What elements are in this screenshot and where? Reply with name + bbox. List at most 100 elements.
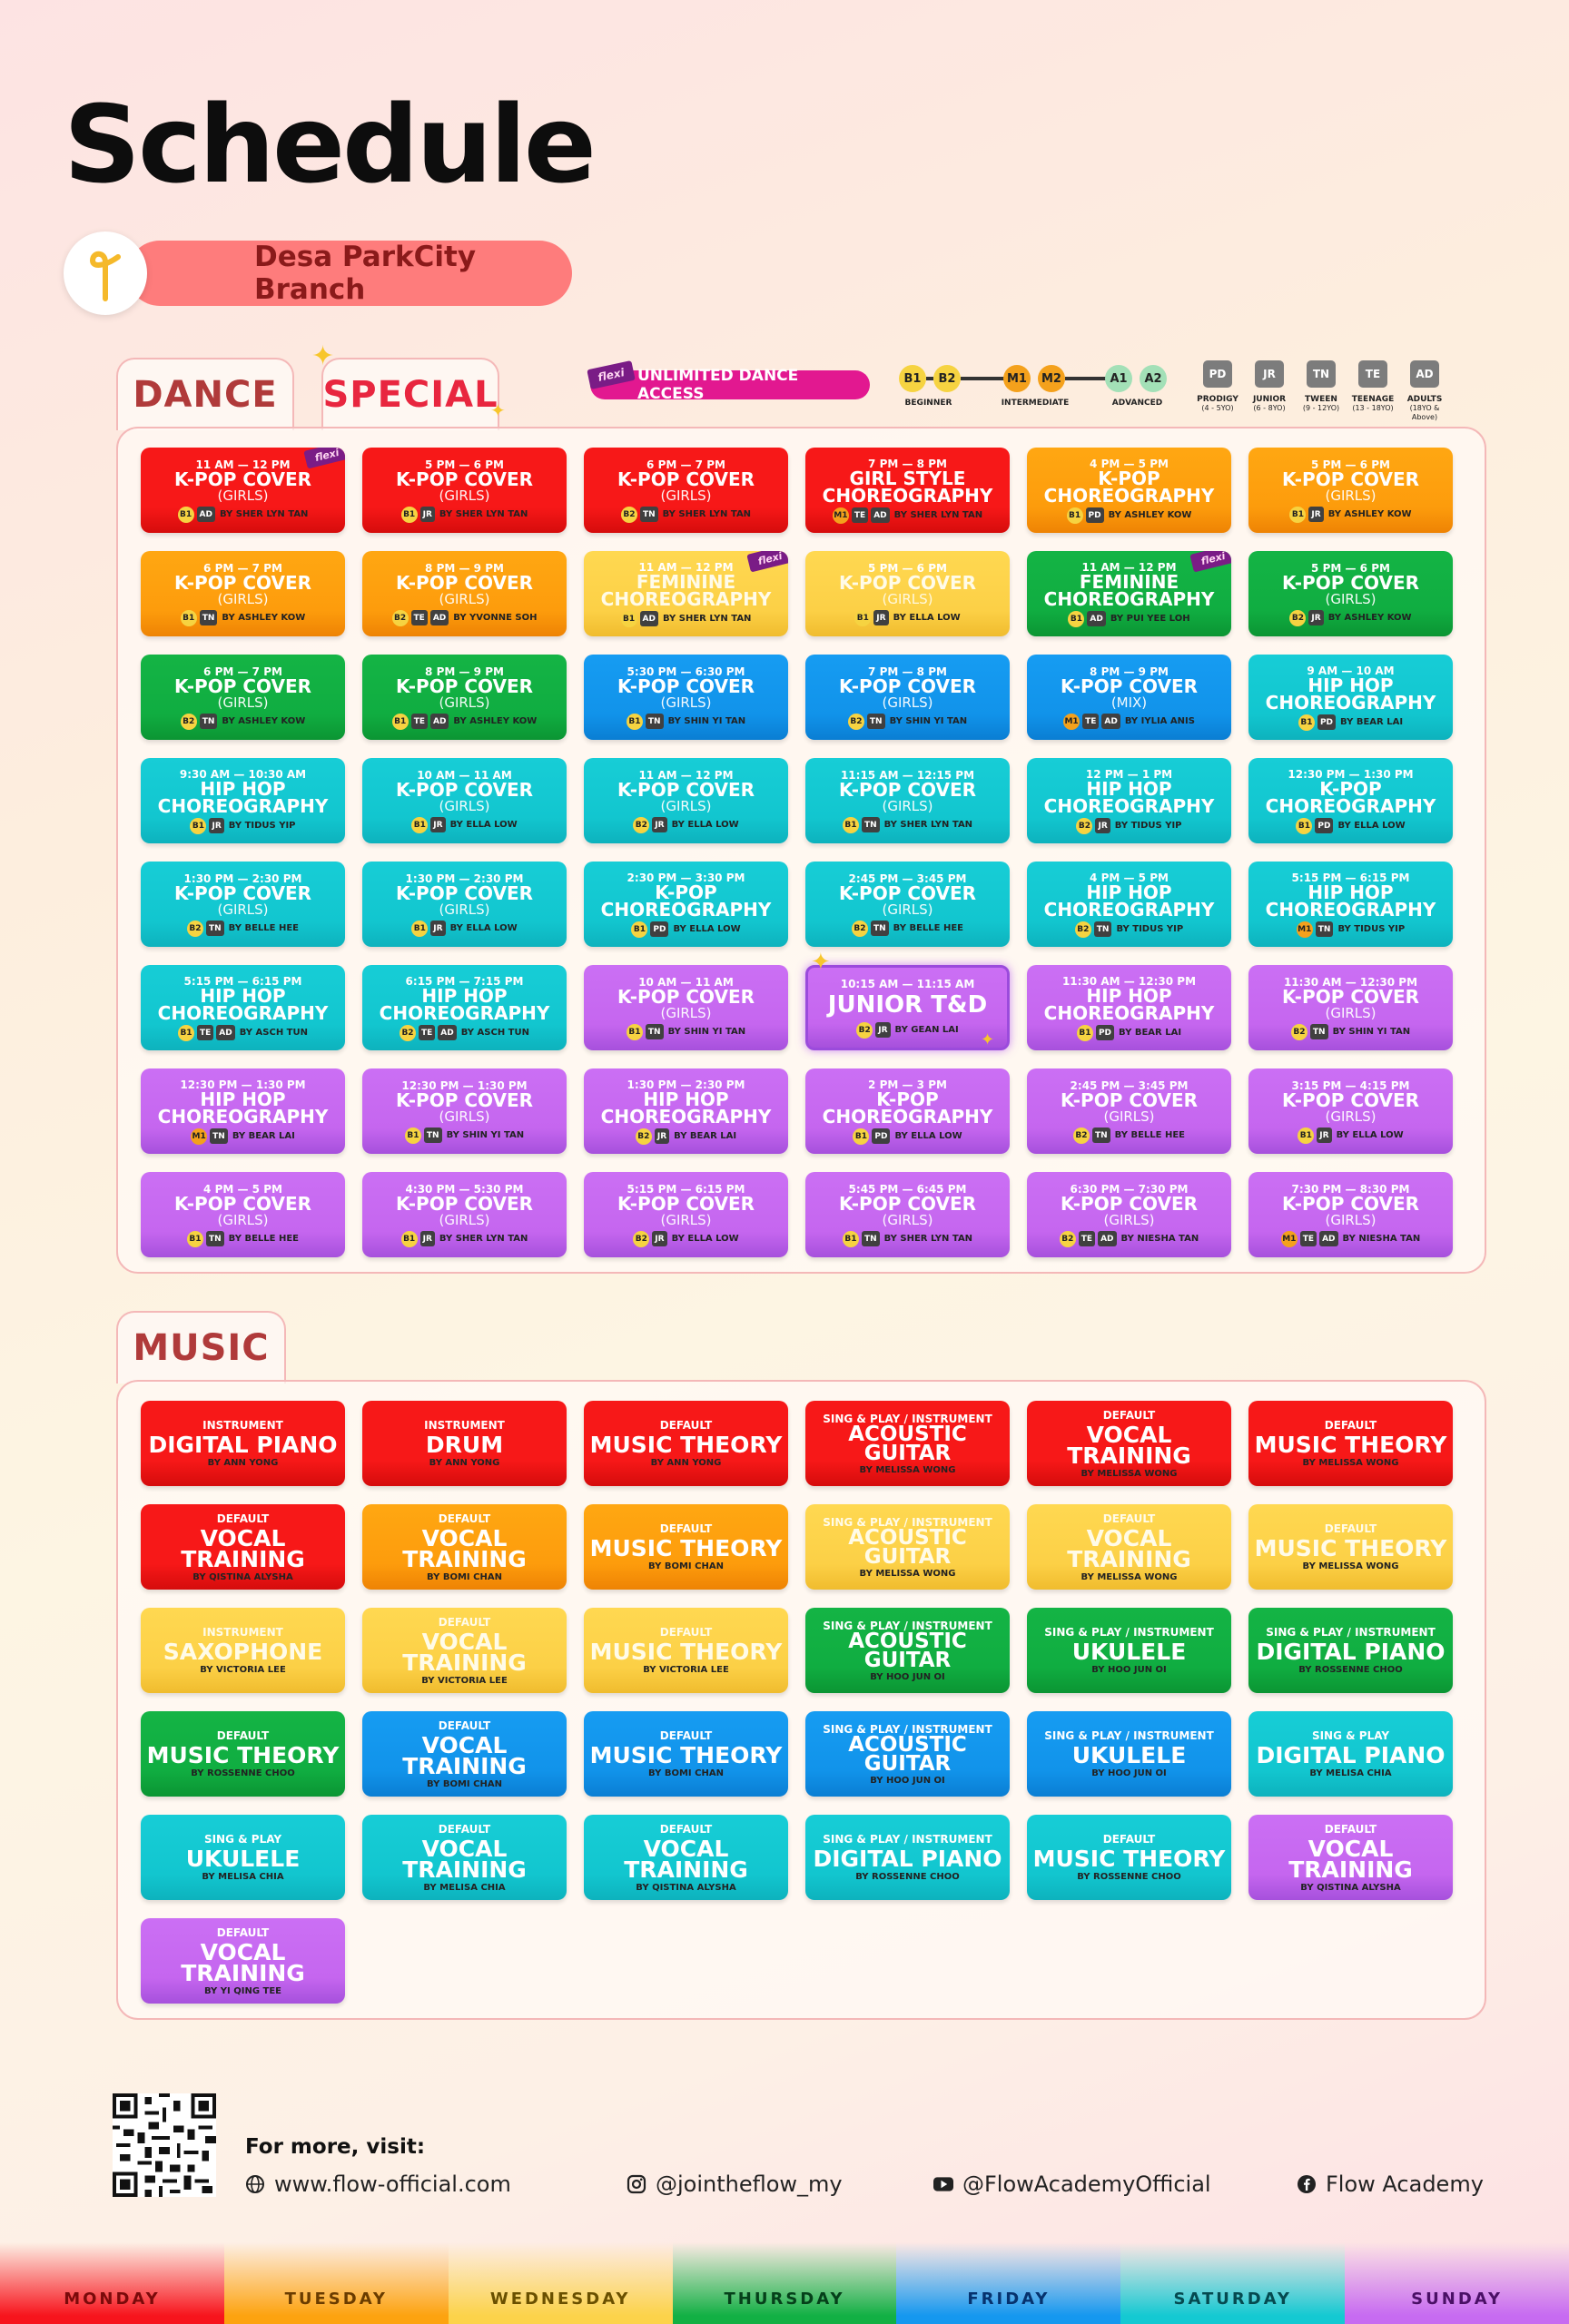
dance-class-card[interactable]: 5:15 PM — 6:15 PM K-POP COVER (GIRLS) B2 JR B… <box>584 1172 788 1257</box>
website-link[interactable]: www.flow-official.com <box>245 2171 511 2197</box>
dance-class-card[interactable]: 5:30 PM — 6:30 PM K-POP COVER (GIRLS) B1 TN B… <box>584 655 788 740</box>
music-class-card[interactable]: DEFAULT VOCAL TRAINING BY QISTINA ALYSHA <box>584 1815 788 1900</box>
dance-class-card[interactable]: 1:30 PM — 2:30 PM K-POP COVER (GIRLS) B2 TN B… <box>141 862 345 947</box>
dance-class-card[interactable]: 4:30 PM — 5:30 PM K-POP COVER (GIRLS) B1 JR B… <box>362 1172 567 1257</box>
dance-class-card[interactable]: 11:30 AM — 12:30 PM K-POP COVER (GIRLS) B2 T… <box>1248 965 1453 1050</box>
age-badge: PD <box>1095 1025 1115 1040</box>
music-class-card[interactable]: DEFAULT VOCAL TRAINING BY MELISSA WONG <box>1027 1504 1231 1590</box>
dance-class-card[interactable]: 1:30 PM — 2:30 PM HIP HOP CHOREOGRAPHY B2 JR… <box>584 1068 788 1154</box>
music-class-card[interactable]: INSTRUMENT DIGITAL PIANO BY ANN YONG <box>141 1401 345 1486</box>
music-class-card[interactable]: DEFAULT MUSIC THEORY BY ROSSENNE CHOO <box>1027 1815 1231 1900</box>
dance-class-card[interactable]: 8 PM — 9 PM K-POP COVER (MIX) M1 TE AD BY IYLI… <box>1027 655 1231 740</box>
dance-class-card[interactable]: 11 AM — 12 PM K-POP COVER (GIRLS) B2 JR BY EL… <box>584 758 788 843</box>
music-class-card[interactable]: DEFAULT VOCAL TRAINING BY BOMI CHAN <box>362 1711 567 1797</box>
music-class-card[interactable]: SING & PLAY / INSTRUMENT DIGITAL PIANO BY … <box>1248 1608 1453 1693</box>
class-title: MUSIC THEORY <box>589 1535 783 1561</box>
dance-class-card[interactable]: 3:15 PM — 4:15 PM K-POP COVER (GIRLS) B1 JR B… <box>1248 1068 1453 1154</box>
tab-music[interactable]: MUSIC <box>116 1311 286 1384</box>
dance-class-card[interactable]: 12:30 PM — 1:30 PM K-POP COVER (GIRLS) B1 TN… <box>362 1068 567 1154</box>
facebook-link[interactable]: Flow Academy <box>1297 2171 1484 2197</box>
tab-special[interactable]: SPECIAL <box>321 358 499 430</box>
dance-class-card[interactable]: 2:45 PM — 3:45 PM K-POP COVER (GIRLS) B2 TN B… <box>805 862 1010 947</box>
dance-class-card[interactable]: 12:30 PM — 1:30 PM K-POP CHOREOGRAPHY B1 PD B… <box>1248 758 1453 843</box>
youtube-link[interactable]: @FlowAcademyOfficial <box>933 2171 1211 2197</box>
music-class-card[interactable]: DEFAULT VOCAL TRAINING BY MELISSA WONG <box>1027 1401 1231 1486</box>
dance-class-card[interactable]: 9:30 AM — 10:30 AM HIP HOP CHOREOGRAPHY B1 J… <box>141 758 345 843</box>
music-schedule-grid: INSTRUMENT DIGITAL PIANO BY ANN YONG INSTRU… <box>141 1401 1453 2004</box>
dance-class-card[interactable]: 12:30 PM — 1:30 PM HIP HOP CHOREOGRAPHY M1 T… <box>141 1068 345 1154</box>
music-class-card[interactable]: DEFAULT VOCAL TRAINING BY QISTINA ALYSHA <box>141 1504 345 1590</box>
dance-class-card[interactable]: 7 PM — 8 PM GIRL STYLE CHOREOGRAPHY M1 TE AD B… <box>805 448 1010 533</box>
class-title: K-POP <box>1319 777 1382 800</box>
day-label-friday: FRIDAY <box>896 2242 1121 2324</box>
class-meta: B2 JR BY GEAN LAI <box>856 1021 959 1039</box>
dance-class-card[interactable]: 12 PM — 1 PM HIP HOP CHOREOGRAPHY B2 JR BY TI… <box>1027 758 1231 843</box>
music-class-card[interactable]: DEFAULT VOCAL TRAINING BY QISTINA ALYSHA <box>1248 1815 1453 1900</box>
music-class-card[interactable]: SING & PLAY UKULELE BY MELISA CHIA <box>141 1815 345 1900</box>
dance-class-card[interactable]: 7:30 PM — 8:30 PM K-POP COVER (GIRLS) M1 TE A… <box>1248 1172 1453 1257</box>
branch-selector[interactable]: Desa ParkCity Branch <box>64 231 572 317</box>
music-class-card[interactable]: SING & PLAY / INSTRUMENT ACOUSTIC GUITAR BY… <box>805 1504 1010 1590</box>
music-class-card[interactable]: SING & PLAY / INSTRUMENT ACOUSTIC GUITAR BY… <box>805 1711 1010 1797</box>
dance-class-card[interactable]: 11:30 AM — 12:30 PM HIP HOP CHOREOGRAPHY B1… <box>1027 965 1231 1050</box>
dance-class-card[interactable]: 8 PM — 9 PM K-POP COVER (GIRLS) B1 TE AD BY AS… <box>362 655 567 740</box>
dance-class-card[interactable]: 1:30 PM — 2:30 PM K-POP COVER (GIRLS) B1 JR B… <box>362 862 567 947</box>
dance-class-card[interactable]: 5:45 PM — 6:45 PM K-POP COVER (GIRLS) B1 TN B… <box>805 1172 1010 1257</box>
class-title: K-POP COVER <box>1060 675 1199 697</box>
dance-class-card[interactable]: 6 PM — 7 PM K-POP COVER (GIRLS) B2 TN BY SHER… <box>584 448 788 533</box>
dance-class-card[interactable]: 2 PM — 3 PM K-POP CHOREOGRAPHY B1 PD BY ELLA … <box>805 1068 1010 1154</box>
instagram-link[interactable]: @jointheflow_my <box>627 2171 843 2197</box>
dance-class-card[interactable]: 5 PM — 6 PM K-POP COVER (GIRLS) B2 JR BY ASHL… <box>1248 551 1453 636</box>
dance-class-card[interactable]: 4 PM — 5 PM K-POP COVER (GIRLS) B1 TN BY BELL… <box>141 1172 345 1257</box>
class-time: 10:15 AM — 11:15 AM <box>840 977 975 990</box>
music-class-card[interactable]: DEFAULT VOCAL TRAINING BY VICTORIA LEE <box>362 1608 567 1693</box>
special-class-card[interactable]: 10:15 AM — 11:15 AM JUNIOR T&D B2 JR BY GEAN… <box>805 965 1010 1050</box>
music-class-card[interactable]: DEFAULT MUSIC THEORY BY MELISSA WONG <box>1248 1401 1453 1486</box>
class-subtitle: (GIRLS) <box>217 694 269 711</box>
music-class-card[interactable]: DEFAULT MUSIC THEORY BY ROSSENNE CHOO <box>141 1711 345 1797</box>
dance-class-card[interactable]: 7 PM — 8 PM K-POP COVER (GIRLS) B2 TN BY SHIN… <box>805 655 1010 740</box>
music-class-card[interactable]: SING & PLAY DIGITAL PIANO BY MELISA CHIA <box>1248 1711 1453 1797</box>
music-class-card[interactable]: SING & PLAY / INSTRUMENT ACOUSTIC GUITAR BY… <box>805 1608 1010 1693</box>
dance-class-card[interactable]: 5:15 PM — 6:15 PM HIP HOP CHOREOGRAPHY B1 TE… <box>141 965 345 1050</box>
dance-class-card[interactable]: 11 AM — 12 PM FEMININE CHOREOGRAPHY B1 AD BY … <box>1027 551 1231 636</box>
dance-class-card[interactable]: 6:30 PM — 7:30 PM K-POP COVER (GIRLS) B2 TE A… <box>1027 1172 1231 1257</box>
class-subtitle: (GIRLS) <box>1103 1108 1155 1125</box>
music-class-card[interactable]: SING & PLAY / INSTRUMENT DIGITAL PIANO BY … <box>805 1815 1010 1900</box>
music-class-card[interactable]: DEFAULT MUSIC THEORY BY ANN YONG <box>584 1401 788 1486</box>
music-class-card[interactable]: DEFAULT MUSIC THEORY BY VICTORIA LEE <box>584 1608 788 1693</box>
tab-dance[interactable]: DANCE <box>116 358 294 430</box>
dance-class-card[interactable]: 8 PM — 9 PM K-POP COVER (GIRLS) B2 TE AD BY YV… <box>362 551 567 636</box>
music-class-card[interactable]: DEFAULT VOCAL TRAINING BY YI QING TEE <box>141 1918 345 2004</box>
music-class-card[interactable]: SING & PLAY / INSTRUMENT ACOUSTIC GUITAR BY… <box>805 1401 1010 1486</box>
music-class-card[interactable]: DEFAULT MUSIC THEORY BY MELISSA WONG <box>1248 1504 1453 1590</box>
dance-class-card[interactable]: 5 PM — 6 PM K-POP COVER (GIRLS) B1 JR BY SHER… <box>362 448 567 533</box>
dance-class-card[interactable]: 10 AM — 11 AM K-POP COVER (GIRLS) B1 TN BY SH… <box>584 965 788 1050</box>
music-class-card[interactable]: DEFAULT VOCAL TRAINING BY BOMI CHAN <box>362 1504 567 1590</box>
dance-class-card[interactable]: 10 AM — 11 AM K-POP COVER (GIRLS) B1 JR BY EL… <box>362 758 567 843</box>
music-class-card[interactable]: INSTRUMENT DRUM BY ANN YONG <box>362 1401 567 1486</box>
music-class-card[interactable]: SING & PLAY / INSTRUMENT UKULELE BY HOO JU… <box>1027 1711 1231 1797</box>
dance-class-card[interactable]: 6 PM — 7 PM K-POP COVER (GIRLS) B1 TN BY ASHL… <box>141 551 345 636</box>
dance-class-card[interactable]: 6 PM — 7 PM K-POP COVER (GIRLS) B2 TN BY ASHL… <box>141 655 345 740</box>
dance-class-card[interactable]: 4 PM — 5 PM HIP HOP CHOREOGRAPHY B2 TN BY TID… <box>1027 862 1231 947</box>
dance-class-card[interactable]: 11 AM — 12 PM FEMININE CHOREOGRAPHY B1 AD BY … <box>584 551 788 636</box>
music-class-card[interactable]: SING & PLAY / INSTRUMENT UKULELE BY HOO JU… <box>1027 1608 1231 1693</box>
age-badge: TE <box>1299 1231 1317 1246</box>
music-class-card[interactable]: DEFAULT VOCAL TRAINING BY MELISA CHIA <box>362 1815 567 1900</box>
dance-class-card[interactable]: 2:45 PM — 3:45 PM K-POP COVER (GIRLS) B2 TN B… <box>1027 1068 1231 1154</box>
music-class-card[interactable]: DEFAULT MUSIC THEORY BY BOMI CHAN <box>584 1504 788 1590</box>
qr-code-icon[interactable] <box>113 2093 216 2197</box>
dance-class-card[interactable]: 9 AM — 10 AM HIP HOP CHOREOGRAPHY B1 PD BY BE… <box>1248 655 1453 740</box>
music-class-card[interactable]: DEFAULT MUSIC THEORY BY BOMI CHAN <box>584 1711 788 1797</box>
music-class-card[interactable]: INSTRUMENT SAXOPHONE BY VICTORIA LEE <box>141 1608 345 1693</box>
dance-class-card[interactable]: 11 AM — 12 PM K-POP COVER (GIRLS) B1 AD BY SH… <box>141 448 345 533</box>
dance-class-card[interactable]: 5 PM — 6 PM K-POP COVER (GIRLS) B1 JR BY ASHL… <box>1248 448 1453 533</box>
youtube-icon <box>933 2174 953 2194</box>
dance-class-card[interactable]: 11:15 AM — 12:15 PM K-POP COVER (GIRLS) B1 T… <box>805 758 1010 843</box>
dance-class-card[interactable]: 4 PM — 5 PM K-POP CHOREOGRAPHY B1 PD BY ASHLE… <box>1027 448 1231 533</box>
dance-class-card[interactable]: 5 PM — 6 PM K-POP COVER (GIRLS) B1 JR BY ELLA… <box>805 551 1010 636</box>
dance-class-card[interactable]: 5:15 PM — 6:15 PM HIP HOP CHOREOGRAPHY M1 TN… <box>1248 862 1453 947</box>
dance-class-card[interactable]: 2:30 PM — 3:30 PM K-POP CHOREOGRAPHY B1 PD BY… <box>584 862 788 947</box>
dance-class-card[interactable]: 6:15 PM — 7:15 PM HIP HOP CHOREOGRAPHY B2 TE… <box>362 965 567 1050</box>
